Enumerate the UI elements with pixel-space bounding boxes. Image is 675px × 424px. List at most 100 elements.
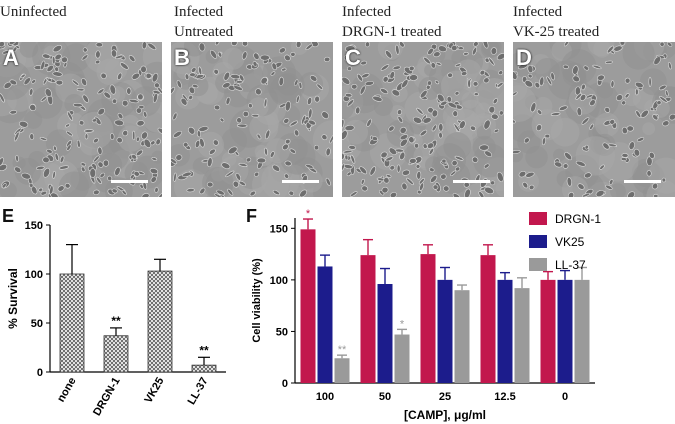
cell [321, 111, 329, 119]
cell [235, 80, 244, 84]
cell [198, 42, 206, 52]
cell [488, 57, 495, 66]
cell [646, 170, 652, 177]
bar [300, 229, 316, 383]
cell [31, 79, 37, 84]
cell [114, 166, 121, 176]
cell [188, 126, 196, 135]
cell [544, 133, 551, 139]
cell [401, 169, 410, 176]
cell [450, 170, 457, 176]
cell [242, 110, 249, 118]
cell [192, 84, 199, 89]
cell [115, 54, 124, 59]
bar [317, 266, 333, 383]
cell [451, 45, 458, 51]
micrograph-tone [431, 155, 452, 177]
cell [432, 184, 439, 190]
x-tick-label: 12.5 [494, 391, 515, 403]
micrograph-tone [269, 74, 302, 107]
cell [141, 131, 148, 140]
cell [82, 94, 89, 103]
cell [143, 138, 152, 148]
cell [256, 157, 267, 164]
cell [388, 147, 397, 155]
micrograph-tone [45, 129, 74, 157]
cell [562, 64, 569, 69]
cell [2, 50, 10, 55]
x-tick-label: 0 [562, 391, 568, 403]
cell [483, 163, 490, 169]
micrograph-c: C [342, 42, 504, 197]
cell [289, 120, 298, 127]
cell [323, 56, 331, 62]
cell [419, 89, 428, 99]
cell [295, 42, 302, 48]
cell [21, 172, 31, 180]
cell [50, 192, 59, 197]
cell [178, 54, 189, 61]
cell [171, 157, 178, 165]
cell [329, 135, 333, 144]
cell [152, 93, 158, 103]
cell [385, 156, 394, 162]
cell [29, 133, 35, 141]
cell [613, 45, 623, 52]
cell [473, 42, 479, 47]
cell [313, 144, 320, 151]
cell [294, 79, 299, 86]
cell [216, 189, 225, 196]
cell [93, 155, 100, 163]
cell [234, 151, 240, 156]
cell [278, 76, 284, 87]
cell [605, 184, 613, 190]
cell [199, 187, 206, 195]
cell [434, 80, 440, 85]
cell [217, 51, 223, 58]
cell [145, 72, 152, 79]
cell [386, 174, 392, 178]
cell [558, 105, 568, 111]
cell [380, 64, 390, 71]
cell [550, 112, 561, 116]
cell [225, 96, 231, 105]
legend-swatch [529, 258, 547, 271]
cell [8, 42, 17, 45]
cell [527, 64, 534, 74]
cell [173, 172, 177, 182]
cell [157, 127, 162, 135]
scale-bar [282, 180, 319, 183]
cell [15, 45, 20, 49]
cell [57, 185, 65, 192]
cell [305, 164, 314, 169]
bar [191, 364, 217, 373]
cell [366, 118, 372, 127]
cell [72, 102, 83, 108]
cell [518, 170, 527, 178]
cell [114, 119, 125, 126]
cell [479, 69, 486, 76]
cell [132, 130, 136, 141]
cell [396, 109, 403, 115]
cell [513, 71, 518, 80]
cell [441, 158, 447, 164]
significance-label: * [306, 208, 311, 220]
cell [184, 73, 190, 80]
cell [513, 91, 518, 97]
cell [120, 62, 129, 70]
cell [383, 177, 390, 184]
cell [46, 64, 54, 72]
cell [484, 150, 493, 158]
cell [9, 79, 18, 86]
cell [314, 95, 320, 103]
cell [321, 134, 328, 141]
cell [582, 192, 591, 197]
cell [602, 142, 610, 150]
cell [111, 188, 118, 194]
cell [245, 157, 252, 163]
cell [52, 171, 56, 179]
cell [191, 67, 197, 73]
cell [154, 187, 159, 193]
cell [536, 124, 543, 132]
cell [253, 52, 260, 60]
